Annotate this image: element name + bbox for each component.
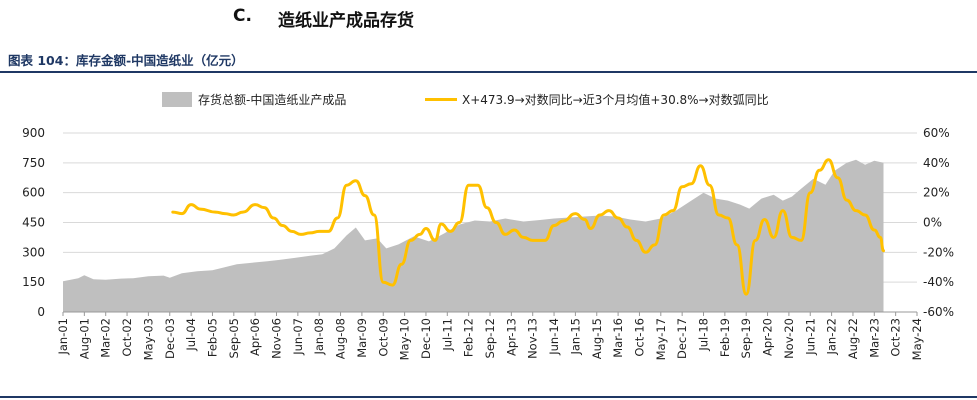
x-tick-label: Nov-13: [526, 318, 540, 359]
x-tick-label: Jan-22: [825, 318, 839, 356]
x-tick-label: Aug-15: [590, 318, 604, 359]
x-tick-label: Mar-23: [867, 318, 881, 358]
x-tick-label: May-24: [910, 318, 924, 360]
x-tick-label: Oct-16: [632, 318, 646, 357]
x-tick-label: Jan-15: [568, 318, 582, 356]
x-tick-label: Aug-08: [334, 318, 348, 359]
section-letter: C.: [233, 6, 252, 26]
y-right-tick-label: 40%: [923, 156, 950, 170]
figure-title: 图表 104：库存金额-中国造纸业（亿元）: [8, 53, 244, 68]
x-tick-label: Nov-20: [782, 318, 796, 359]
inventory-area: [63, 159, 884, 312]
x-tick-label: Jul-11: [440, 318, 454, 352]
x-tick-label: Dec-10: [419, 318, 433, 359]
y-left-tick-labels: 0 150 300 450 600 750 900: [22, 126, 45, 319]
y-right-tick-label: -60%: [923, 305, 954, 319]
x-tick-label: Jun-14: [547, 318, 561, 356]
y-left-tick-label: 600: [22, 186, 45, 200]
x-tick-label: Mar-16: [611, 318, 625, 358]
x-tick-label: Dec-03: [163, 318, 177, 359]
x-tick-label: Oct-02: [120, 318, 134, 357]
x-tick-label: Sep-05: [227, 318, 241, 358]
legend-area-swatch: [162, 92, 192, 107]
x-tick-label: Sep-19: [739, 318, 753, 358]
x-tick-label: Jan-08: [312, 318, 326, 356]
legend: 存货总额-中国造纸业产成品 X+473.9→对数同比→近3个月均值+30.8%→…: [162, 92, 769, 107]
x-tick-label: Mar-09: [355, 318, 369, 358]
x-tick-label: Apr-13: [504, 318, 518, 356]
y-right-tick-label: 60%: [923, 126, 950, 140]
y-left-tick-label: 450: [22, 216, 45, 230]
y-right-tick-labels: -60% -40% -20% 0% 20% 40% 60%: [923, 126, 954, 319]
legend-line-label: X+473.9→对数同比→近3个月均值+30.8%→对数弧同比: [462, 92, 769, 107]
x-tick-label: Jun-21: [803, 318, 817, 356]
x-tick-label: Apr-06: [248, 318, 262, 356]
x-tick-label: Jul-18: [697, 318, 711, 352]
y-right-tick-label: 20%: [923, 186, 950, 200]
x-tick-label: Jul-04: [184, 318, 198, 352]
y-right-tick-label: -40%: [923, 275, 954, 289]
x-tick-labels: Jan-01 Aug-01 Mar-02 Oct-02 May-03 Dec-03 Jul-…: [56, 312, 924, 360]
x-tick-label: Dec-17: [675, 318, 689, 359]
y-left-tick-label: 750: [22, 156, 45, 170]
bottom-divider: [0, 396, 977, 398]
x-tick-label: Nov-06: [270, 318, 284, 359]
top-divider: [0, 71, 977, 73]
x-tick-label: Jan-01: [56, 318, 70, 356]
legend-area-label: 存货总额-中国造纸业产成品: [198, 92, 346, 107]
yoy-line-series: [171, 158, 885, 296]
yoy-line: [171, 158, 885, 296]
y-left-tick-label: 900: [22, 126, 45, 140]
x-tick-label: May-03: [141, 318, 155, 360]
x-tick-label: Feb-12: [462, 318, 476, 357]
x-tick-label: Sep-12: [483, 318, 497, 358]
y-left-tick-label: 0: [37, 305, 45, 319]
y-right-tick-label: -20%: [923, 245, 954, 259]
x-tick-label: Feb-05: [205, 318, 219, 357]
x-tick-label: Oct-09: [376, 318, 390, 357]
x-tick-label: Feb-19: [718, 318, 732, 357]
x-tick-label: Apr-20: [761, 318, 775, 356]
x-tick-label: May-10: [398, 318, 412, 360]
x-tick-label: Aug-22: [846, 318, 860, 359]
x-tick-label: Oct-23: [889, 318, 903, 357]
inventory-area-series: [63, 159, 884, 312]
x-tick-label: Mar-02: [99, 318, 113, 358]
x-tick-label: Aug-01: [77, 318, 91, 359]
x-tick-label: May-17: [654, 318, 668, 360]
y-left-tick-label: 150: [22, 275, 45, 289]
y-left-tick-label: 300: [22, 245, 45, 259]
x-tick-label: Jun-07: [291, 318, 305, 356]
y-right-tick-label: 0%: [923, 216, 942, 230]
section-title: 造纸业产成品存货: [278, 11, 414, 31]
